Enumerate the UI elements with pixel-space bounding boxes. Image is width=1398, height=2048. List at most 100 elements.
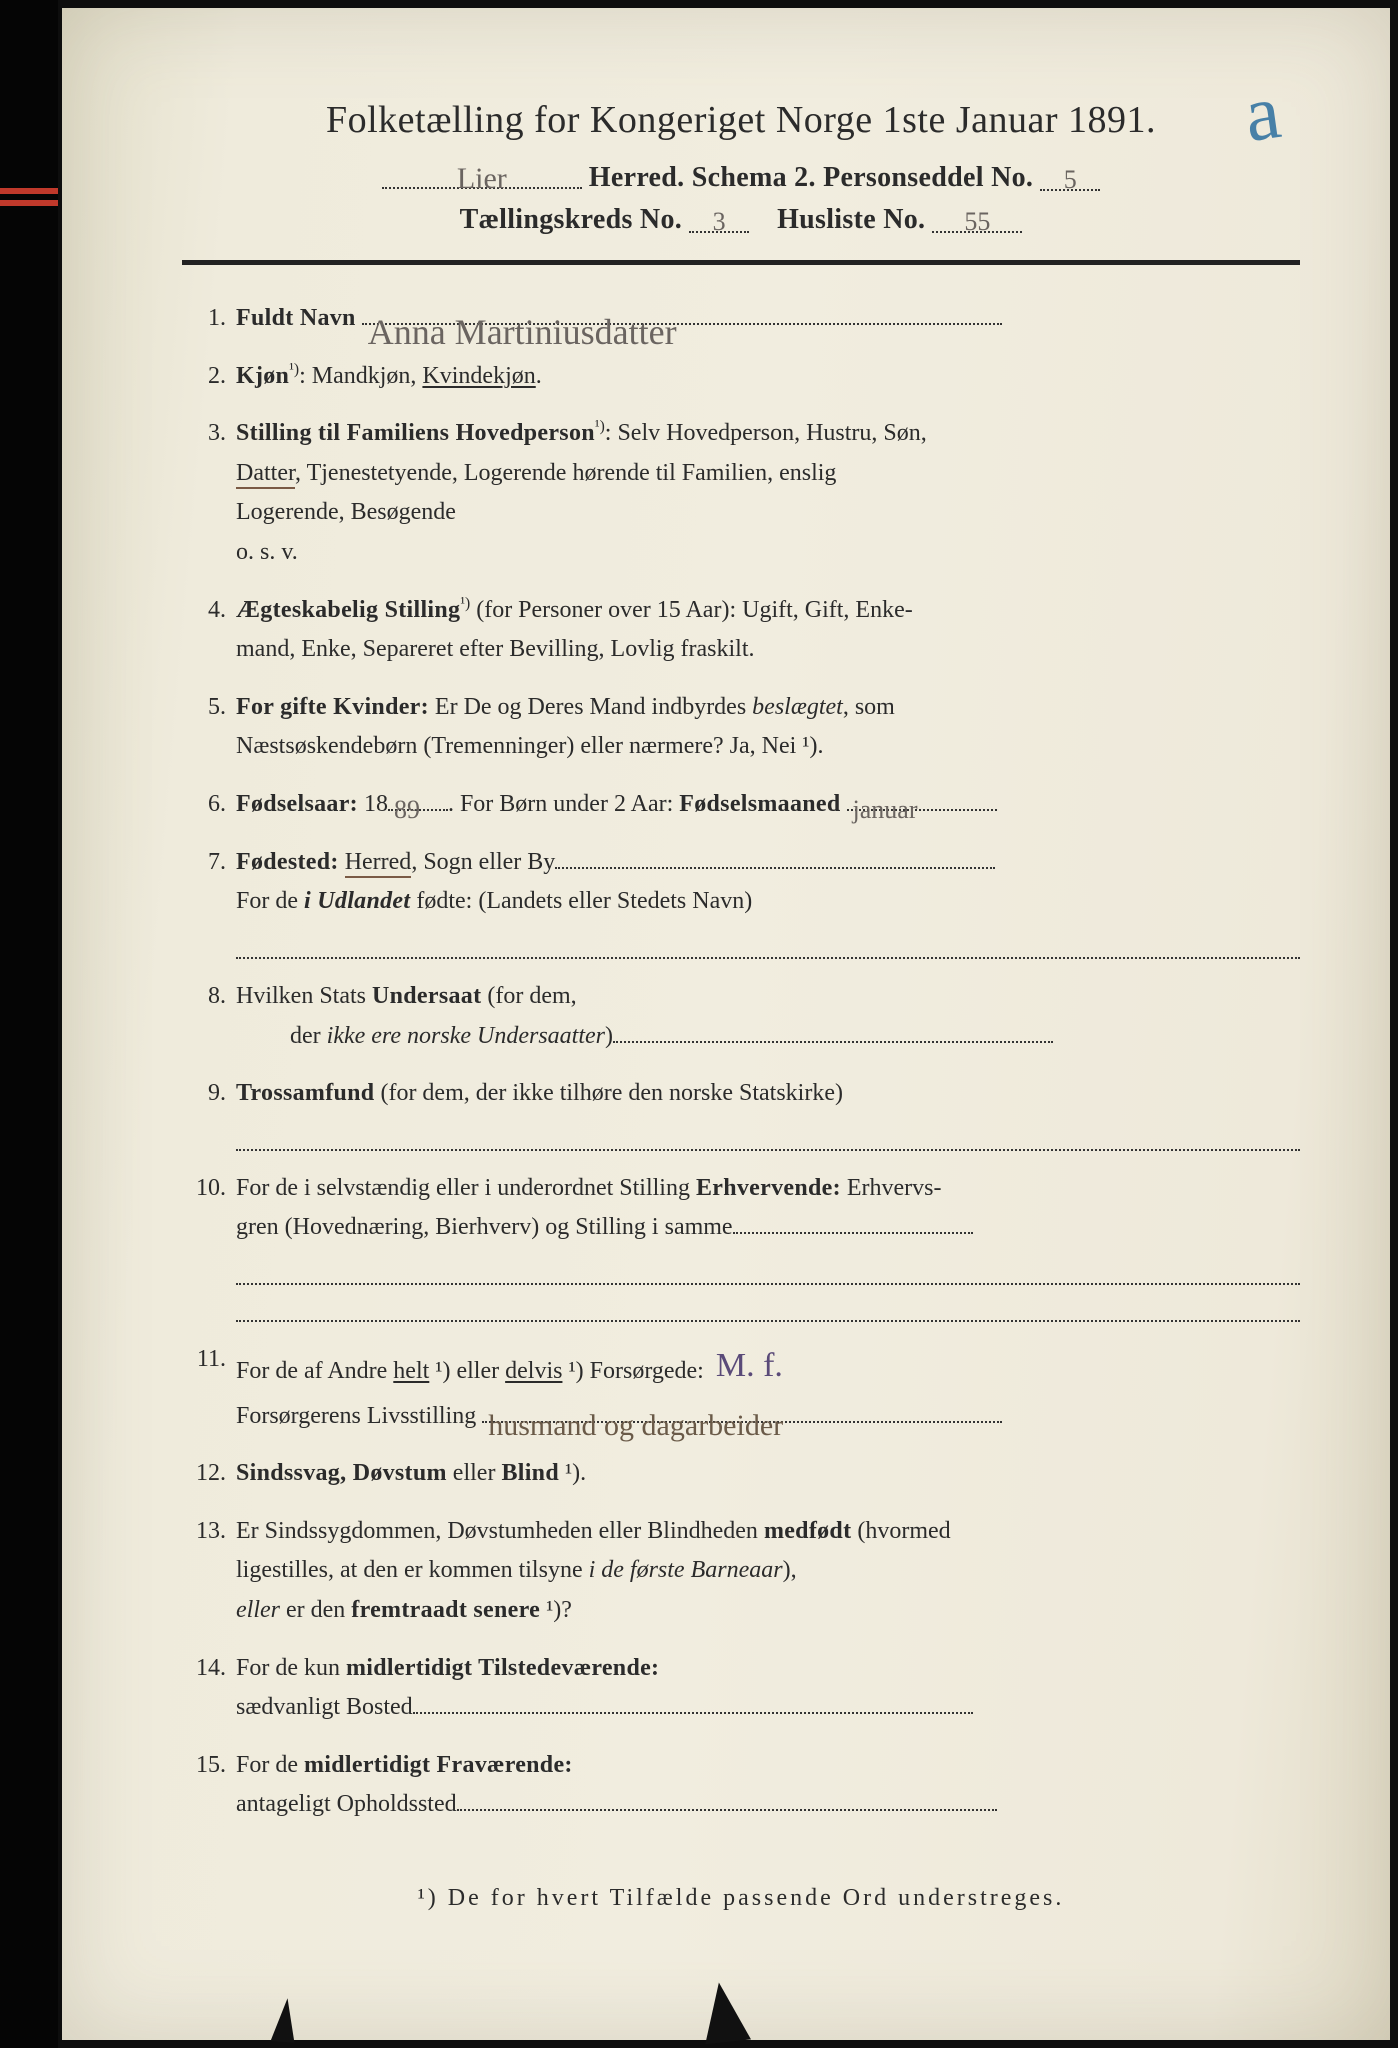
item-10-l1a: For de i selvstændig eller i underordnet… — [236, 1175, 696, 1201]
footnote: ¹) De for hvert Tilfælde passende Ord un… — [182, 1885, 1300, 1912]
kreds-no: 3 — [707, 207, 732, 236]
item-3-l2: , Tjenestetyende, Logerende hørende til … — [295, 460, 836, 486]
item-11-l1a: For de af Andre — [236, 1358, 393, 1384]
item-5-l1: Er De og Deres Mand indbyrdes — [429, 694, 752, 720]
item-14: For de kun midlertidigt Tilstedeværende:… — [182, 1649, 1300, 1728]
item-11-initials: M. f. — [710, 1347, 789, 1384]
item-3-l3: Logerende, Besøgende — [236, 499, 456, 525]
header-print-1: Herred. Schema 2. Personseddel No. — [589, 162, 1033, 193]
item-15-l1: For de — [236, 1752, 304, 1778]
item-7: Fødested: Herred, Sogn eller By For de i… — [182, 843, 1300, 959]
item-1-lead: Fuldt Navn — [236, 305, 356, 331]
item-9: Trossamfund (for dem, der ikke tilhøre d… — [182, 1074, 1300, 1151]
item-7-l2a: For de — [236, 888, 304, 914]
item-12-lead: Sindssvag, Døvstum — [236, 1460, 447, 1486]
item-14-l1: For de kun — [236, 1655, 346, 1681]
item-8-l1b: (for dem, — [481, 983, 576, 1009]
item-6-mid: . For Børn under 2 Aar: — [448, 791, 679, 817]
item-3-l1: : Selv Hovedperson, Hustru, Søn, — [605, 420, 927, 446]
film-edge-left — [0, 0, 58, 2048]
item-7-lead: Fødested: — [236, 849, 339, 875]
item-15: For de midlertidigt Fraværende: antageli… — [182, 1746, 1300, 1825]
item-12-rest: eller — [447, 1460, 502, 1486]
item-1-hand: Anna Martiniusdatter — [362, 303, 1002, 327]
item-13: Er Sindssygdommen, Døvstumheden eller Bl… — [182, 1512, 1300, 1631]
item-12-lead2: Blind — [501, 1460, 559, 1486]
item-2-tail: . — [536, 363, 542, 389]
divider-rule — [182, 260, 1300, 265]
item-3-lead: Stilling til Familiens Hovedperson — [236, 420, 595, 446]
item-12: Sindssvag, Døvstum eller Blind ¹). — [182, 1454, 1300, 1494]
item-6-year: 89 — [388, 789, 448, 813]
item-8-l1a: Hvilken Stats — [236, 983, 372, 1009]
husliste-label: Husliste No. — [777, 204, 925, 235]
item-13-l3c: ¹)? — [540, 1597, 572, 1623]
document-title: Folketælling for Kongeriget Norge 1ste J… — [182, 98, 1300, 142]
item-2-rest: : Mandkjøn, — [299, 363, 422, 389]
item-8-em: ikke ere norske Undersaatter — [327, 1023, 605, 1049]
item-13-em: i de første Barneaar — [589, 1557, 783, 1583]
item-12-note: ¹). — [559, 1460, 586, 1486]
item-6-lead2: Fødselsmaaned — [679, 791, 840, 817]
item-3-l4: o. s. v. — [236, 539, 298, 565]
paper-tear — [270, 1997, 297, 2043]
item-8-l2b: ) — [605, 1023, 613, 1049]
item-5-l1b: , som — [843, 694, 895, 720]
item-7-underlined: Herred — [345, 849, 412, 878]
item-10-l1b: Erhvervs- — [841, 1175, 942, 1201]
item-8-l2a: der — [290, 1023, 327, 1049]
herred-handwritten: Lier — [451, 162, 513, 195]
item-11-l2: Forsørgerens Livsstilling — [236, 1403, 476, 1429]
item-11-u1: helt — [393, 1358, 429, 1384]
item-14-b: midlertidigt Tilstedeværende: — [346, 1655, 659, 1681]
item-13-b1: medfødt — [764, 1518, 851, 1544]
item-3: Stilling til Familiens Hovedperson¹): Se… — [182, 414, 1300, 572]
item-11-hand: husmand og dagarbeider — [482, 1401, 1002, 1425]
item-10-lead: Erhvervende: — [696, 1175, 841, 1201]
item-15-b: midlertidigt Fraværende: — [304, 1752, 573, 1778]
item-11: For de af Andre helt ¹) eller delvis ¹) … — [182, 1340, 1300, 1436]
item-6: Fødselsaar: 1889. For Børn under 2 Aar: … — [182, 785, 1300, 825]
item-4-note: ¹) — [460, 595, 470, 612]
item-11-u2: delvis — [505, 1358, 562, 1384]
scan-frame: a Folketælling for Kongeriget Norge 1ste… — [0, 0, 1398, 2048]
corner-annotation: a — [1239, 66, 1286, 160]
item-2-underlined: Kvindekjøn — [422, 363, 535, 389]
item-6-lead: Fødselsaar: — [236, 791, 358, 817]
item-7-l2b: i Udlandet — [304, 888, 410, 914]
item-10: For de i selvstændig eller i underordnet… — [182, 1169, 1300, 1323]
item-4: Ægteskabelig Stilling¹) (for Personer ov… — [182, 591, 1300, 670]
item-5-em: beslægtet — [752, 694, 843, 720]
item-13-l2b: ), — [783, 1557, 797, 1583]
film-red-stripe — [0, 188, 58, 194]
item-13-l1a: Er Sindssygdommen, Døvstumheden eller Bl… — [236, 1518, 764, 1544]
item-11-n1: ¹) eller — [429, 1358, 505, 1384]
item-7-rest: , Sogn eller By — [411, 849, 555, 875]
item-5-l2: Næstsøskendebørn (Tremenninger) eller næ… — [236, 733, 823, 759]
document-paper: a Folketælling for Kongeriget Norge 1ste… — [62, 8, 1390, 2040]
item-4-lead: Ægteskabelig Stilling — [236, 597, 460, 623]
kreds-label: Tællingskreds No. — [460, 204, 682, 235]
item-3-underlined: Datter — [236, 460, 295, 489]
item-11-n2: ¹) Forsørgede: — [562, 1358, 703, 1384]
item-6-month: januar — [847, 789, 997, 813]
item-14-l2: sædvanligt Bosted — [236, 1694, 413, 1720]
item-7-l2c: fødte: (Landets eller Stedets Navn) — [410, 888, 752, 914]
header-line-2: Tællingskreds No. 3 Husliste No. 55 — [182, 204, 1300, 236]
item-8: Hvilken Stats Undersaat (for dem, der ik… — [182, 977, 1300, 1056]
item-15-l2: antageligt Opholdssted — [236, 1791, 457, 1817]
item-13-l3b: er den — [280, 1597, 351, 1623]
item-2-note: ¹) — [289, 361, 299, 378]
item-4-l2: mand, Enke, Separeret efter Bevilling, L… — [236, 636, 755, 662]
item-4-l1: (for Personer over 15 Aar): Ugift, Gift,… — [470, 597, 913, 623]
item-13-l2a: ligestilles, at den er kommen tilsyne — [236, 1557, 589, 1583]
paper-tear — [699, 1980, 751, 2044]
form-list: Fuldt Navn Anna Martiniusdatter Kjøn¹): … — [182, 299, 1300, 1825]
item-9-lead: Trossamfund — [236, 1080, 374, 1106]
item-3-note: ¹) — [595, 418, 605, 435]
item-6-yp: 18 — [358, 791, 388, 817]
item-13-l1b: (hvormed — [851, 1518, 950, 1544]
item-8-lead: Undersaat — [372, 983, 481, 1009]
film-red-stripe — [0, 200, 58, 206]
personseddel-no: 5 — [1058, 165, 1083, 194]
